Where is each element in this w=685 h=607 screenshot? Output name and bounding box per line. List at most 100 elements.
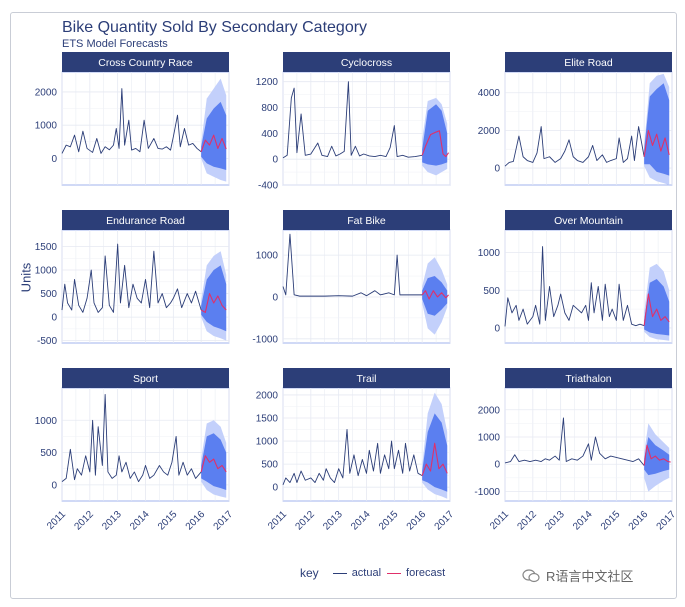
series-actual-cyclocross	[282, 81, 423, 159]
watermark-text: R语言中文社区	[546, 569, 634, 584]
y-tick-label: 1500	[35, 242, 58, 253]
y-tick-label: 500	[40, 448, 57, 459]
facet-title-trail: Trail	[356, 373, 376, 385]
facet-title-endurance-road: Endurance Road	[106, 215, 185, 227]
series-forecast-fat-bike	[421, 290, 450, 300]
y-tick-label: 0	[272, 292, 278, 303]
band-80-endurance-road	[201, 265, 227, 332]
facet-strip-fat-bike	[283, 210, 450, 230]
band-80-cyclocross	[422, 104, 448, 166]
y-tick-label: 2000	[478, 405, 501, 416]
x-tick-label: 2017	[433, 509, 457, 533]
y-tick-label: 4000	[478, 88, 501, 99]
series-actual-over-mountain	[504, 246, 645, 327]
facet-strip-over-mountain	[505, 210, 672, 230]
watermark: R语言中文社区	[522, 566, 633, 585]
x-tick-label: 2013	[543, 509, 567, 533]
y-tick-label: 500	[40, 289, 57, 300]
facet-strip-endurance-road	[62, 210, 229, 230]
x-tick-label: 2012	[293, 509, 317, 533]
series-forecast-cyclocross	[421, 130, 450, 158]
facet-title-elite-road: Elite Road	[564, 57, 613, 69]
y-tick-label: 1000	[478, 248, 501, 259]
band-80-triathalon	[644, 437, 670, 476]
legend-label-actual: actual	[351, 567, 382, 579]
y-tick-label: -500	[37, 336, 57, 347]
facet-title-cross-country-race: Cross Country Race	[98, 57, 193, 69]
series-actual-cross-country-race	[61, 88, 202, 154]
series-actual-sport	[61, 394, 202, 483]
legend-title: key	[300, 566, 319, 580]
x-tick-label: 2014	[349, 509, 373, 533]
legend-swatch-forecast	[387, 572, 402, 574]
y-tick-label: -1000	[474, 487, 500, 498]
series-actual-endurance-road	[61, 243, 202, 313]
x-tick-label: 2014	[128, 509, 152, 533]
chart-subtitle: ETS Model Forecasts	[62, 38, 168, 50]
series-forecast-sport	[200, 455, 227, 473]
y-tick-label: 2000	[35, 87, 58, 98]
y-tick-label: 0	[494, 164, 500, 175]
series-forecast-triathalon	[643, 444, 671, 466]
series-actual-fat-bike	[282, 233, 423, 297]
y-tick-label: 0	[51, 480, 57, 491]
y-tick-label: -400	[258, 181, 278, 192]
band-80-over-mountain	[644, 278, 670, 336]
x-tick-label: 2011	[488, 509, 511, 532]
facet-strip-cyclocross	[283, 52, 450, 72]
legend: key actual forecast	[300, 566, 445, 580]
facet-title-triathalon: Triathalon	[565, 373, 611, 385]
y-tick-label: 800	[261, 103, 278, 114]
wechat-icon	[522, 568, 540, 582]
series-forecast-cross-country-race	[200, 134, 227, 152]
facet-strip-cross-country-race	[62, 52, 229, 72]
facet-title-fat-bike: Fat Bike	[347, 215, 386, 227]
y-tick-label: 1000	[35, 121, 58, 132]
series-forecast-endurance-road	[200, 293, 227, 313]
y-tick-label: 500	[483, 286, 500, 297]
y-tick-label: 2000	[256, 390, 279, 401]
series-forecast-elite-road	[643, 129, 670, 157]
x-tick-label: 2017	[212, 509, 236, 533]
facet-strip-triathalon	[505, 368, 672, 388]
x-tick-label: 2011	[45, 509, 68, 532]
facet-strip-trail	[283, 368, 450, 388]
y-tick-label: 1200	[256, 77, 279, 88]
series-actual-trail	[282, 429, 423, 486]
series-forecast-over-mountain	[643, 293, 670, 326]
x-tick-label: 2014	[571, 509, 595, 533]
y-tick-label: 0	[272, 155, 278, 166]
facet-strip-elite-road	[505, 52, 672, 72]
y-tick-label: 400	[261, 129, 278, 140]
legend-label-forecast: forecast	[406, 567, 446, 579]
y-tick-label: 0	[272, 483, 278, 494]
legend-swatch-actual	[332, 572, 347, 574]
facet-title-cyclocross: Cyclocross	[341, 57, 392, 69]
y-tick-label: -1000	[252, 334, 278, 345]
facet-strip-sport	[62, 368, 229, 388]
x-tick-label: 2015	[377, 509, 401, 533]
series-actual-elite-road	[504, 126, 645, 167]
x-tick-label: 2011	[266, 509, 289, 532]
band-80-sport	[201, 433, 227, 491]
y-tick-label: 500	[261, 460, 278, 471]
x-tick-label: 2012	[515, 509, 539, 533]
x-tick-label: 2016	[627, 509, 651, 533]
band-80-trail	[422, 413, 448, 492]
y-tick-label: 2000	[478, 126, 501, 137]
x-tick-label: 2015	[599, 509, 623, 533]
y-tick-label: 1000	[35, 416, 58, 427]
y-tick-label: 1000	[35, 266, 58, 277]
y-tick-label: 1000	[256, 437, 279, 448]
x-tick-label: 2012	[72, 509, 96, 533]
chart-title: Bike Quantity Sold By Secondary Category	[62, 19, 368, 36]
band-80-fat-bike	[422, 276, 448, 316]
y-tick-label: 1500	[256, 413, 279, 424]
x-tick-label: 2016	[405, 509, 429, 533]
y-tick-label: 1000	[256, 251, 279, 262]
y-tick-label: 0	[51, 313, 57, 324]
y-tick-label: 0	[51, 154, 57, 165]
x-tick-label: 2013	[321, 509, 345, 533]
x-tick-label: 2017	[655, 509, 679, 533]
